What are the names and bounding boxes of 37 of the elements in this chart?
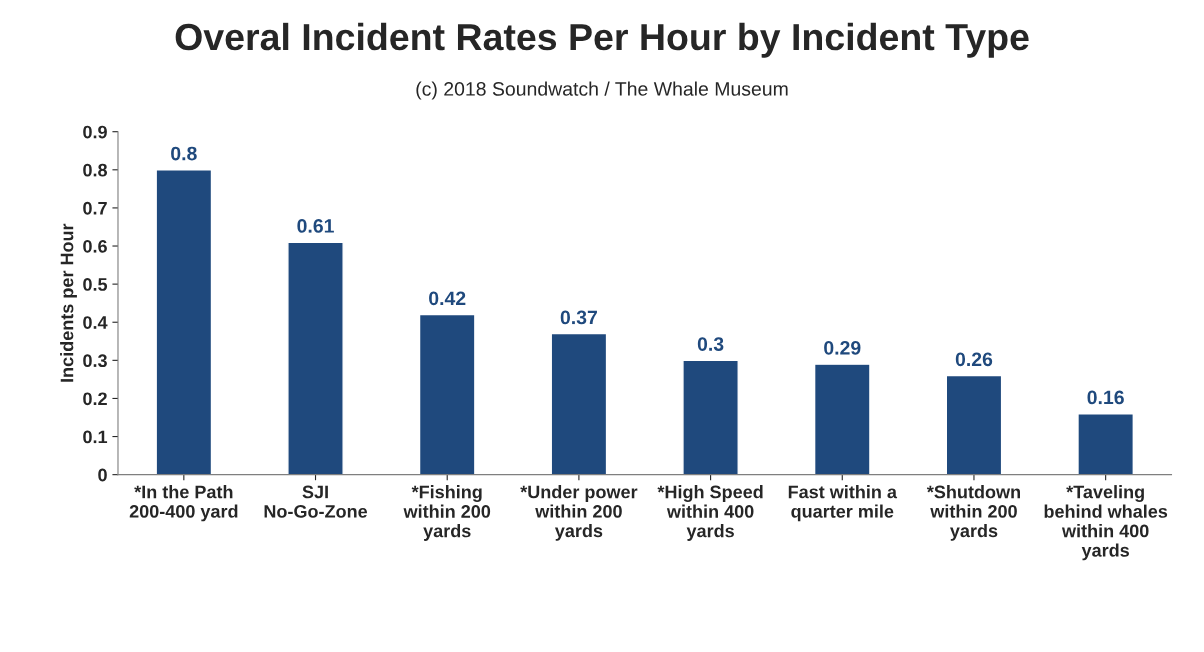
bar [945, 374, 1003, 475]
y-tick-label: 0.7 [83, 201, 107, 215]
x-tick-label: SJI No-Go-Zone [264, 485, 368, 518]
y-tick-label: 0 [98, 468, 107, 482]
bar [813, 363, 871, 475]
data-label: 0.26 [955, 352, 993, 367]
data-label: 0.3 [697, 337, 724, 351]
y-axis-title: Incidents per Hour [60, 223, 77, 382]
y-tick-label: 0.3 [83, 354, 107, 368]
y-tick-label: 0.8 [83, 163, 108, 177]
bar [682, 359, 739, 475]
data-label: 0.61 [297, 219, 334, 233]
bar [418, 313, 476, 475]
y-tick-label: 0.6 [83, 239, 107, 253]
bar [1077, 412, 1134, 475]
data-label: 0.8 [171, 146, 197, 161]
y-tick-label: 0.2 [83, 392, 107, 406]
y-tick-label: 0.1 [83, 430, 108, 444]
x-tick-label: Fast within a quarter mile [788, 485, 898, 522]
bar [550, 332, 608, 475]
y-tick-label: 0.4 [83, 316, 108, 329]
chart-subtitle: (c) 2018 Soundwatch / The Whale Museum [416, 81, 788, 100]
data-label: 0.37 [560, 310, 597, 325]
x-tick-label: *Shutdown within 200 yards [926, 485, 1020, 541]
data-label: 0.16 [1087, 390, 1124, 405]
chart-title: Overal Incident Rates Per Hour by Incident Type [175, 22, 1029, 58]
data-label: 0.29 [824, 340, 861, 355]
y-tick-label: 0.5 [83, 278, 108, 291]
y-tick-label: 0.9 [83, 125, 107, 139]
x-tick-label: *Fishing within 200 yards [403, 485, 491, 541]
x-tick-label: *In the Path 200-400 yard [129, 485, 238, 522]
bar [155, 169, 213, 475]
x-tick-label: *Under power within 200 yards [520, 485, 638, 541]
x-tick-label: *Taveling behind whales within 400 yards [1044, 485, 1168, 561]
bar [287, 241, 344, 475]
x-tick-label: *High Speed within 400 yards [657, 485, 763, 541]
data-label: 0.42 [429, 291, 466, 306]
